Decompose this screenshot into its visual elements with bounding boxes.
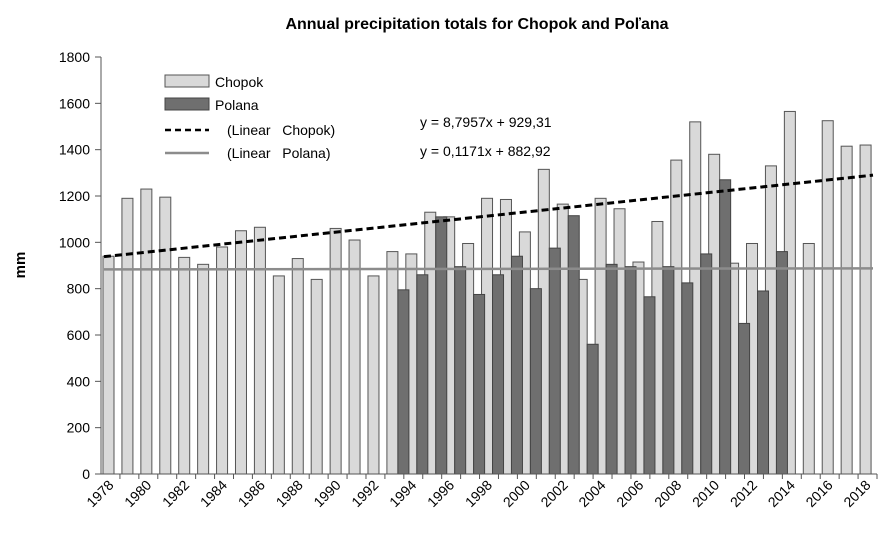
bar-polana-1994	[416, 274, 429, 475]
bar-chopok-1985	[234, 230, 247, 475]
bar-chopok-1991	[348, 239, 361, 475]
equation-polana: y = 0,1171x + 882,92	[420, 143, 551, 159]
bar-polana-2005	[624, 266, 637, 475]
legend-swatch-polana	[164, 97, 210, 111]
bar-chopok-2016	[821, 120, 834, 475]
bar-polana-2002	[567, 215, 580, 475]
bar-polana-2013	[775, 251, 788, 475]
x-tick-label: 2010	[689, 477, 722, 510]
bar-polana-2010	[719, 179, 732, 475]
bar-chopok-1982	[178, 256, 191, 475]
equation-chopok: y = 8,7957x + 929,31	[420, 114, 552, 130]
bar-polana-1998	[492, 274, 505, 475]
x-tick-label: 1984	[197, 477, 230, 510]
x-tick-label: 1994	[386, 477, 419, 510]
x-tick-label: 1992	[348, 477, 381, 510]
y-tick-label: 1200	[59, 188, 90, 204]
bar-polana-1996	[454, 266, 467, 475]
legend: Chopok Polana (Linear Chopok) (Linear Po…	[164, 74, 335, 161]
bar-chopok-2018	[859, 144, 872, 475]
x-tick-label: 2014	[765, 477, 798, 510]
y-tick-label: 600	[67, 327, 91, 343]
bar-chopok-1988	[291, 258, 304, 475]
x-tick-label: 2016	[802, 477, 835, 510]
bar-polana-1999	[510, 255, 523, 475]
legend-swatch-chopok	[164, 74, 210, 88]
bar-chopok-1986	[253, 226, 266, 475]
y-tick-label: 1400	[59, 142, 90, 158]
bar-chopok-2015	[802, 242, 815, 475]
legend-label-chopok: Chopok	[215, 74, 264, 90]
bar-polana-2011	[738, 322, 751, 475]
x-tick-label: 2002	[537, 477, 570, 510]
bar-chopok-1984	[216, 246, 229, 475]
x-tick-label: 2000	[500, 477, 533, 510]
x-tick-label: 2004	[575, 477, 608, 510]
x-tick-label: 1986	[235, 477, 268, 510]
bar-polana-2003	[586, 343, 599, 475]
legend-label-polana-trend: (Linear Polana)	[227, 145, 331, 161]
bar-polana-2006	[643, 296, 656, 475]
bar-chopok-1983	[197, 263, 210, 475]
x-tick-label: 1988	[273, 477, 306, 510]
y-tick-label: 1800	[59, 49, 90, 65]
x-tick-label: 2008	[651, 477, 684, 510]
y-tick-label: 0	[82, 466, 90, 482]
y-axis-label: mm	[12, 252, 29, 279]
y-tick-label: 400	[67, 373, 91, 389]
trendline-chopok	[103, 173, 874, 259]
bar-chopok-1992	[367, 275, 380, 475]
bar-chopok-1981	[159, 196, 172, 475]
bar-polana-2000	[529, 288, 542, 475]
chart-title: Annual precipitation totals for Chopok a…	[285, 16, 668, 33]
bar-chopok-2017	[840, 145, 853, 475]
legend-label-chopok-trend: (Linear Chopok)	[227, 122, 335, 138]
y-tick-label: 200	[67, 420, 91, 436]
bar-chopok-1993	[386, 251, 399, 475]
x-tick-label: 1980	[121, 477, 154, 510]
bar-polana-2008	[681, 282, 694, 475]
x-tick-label: 1990	[310, 477, 343, 510]
y-tick-label: 1000	[59, 234, 90, 250]
bar-polana-2001	[548, 247, 561, 475]
bar-polana-1995	[435, 216, 448, 475]
bar-chopok-1979	[121, 197, 134, 475]
bar-chopok-1987	[272, 275, 285, 475]
bar-polana-2004	[605, 263, 618, 475]
x-tick-label: 2006	[613, 477, 646, 510]
bar-chopok-1980	[140, 188, 153, 475]
bar-polana-2009	[700, 253, 713, 475]
x-tick-label: 2018	[840, 477, 873, 510]
bar-chopok-1978	[102, 255, 115, 475]
y-tick-label: 800	[67, 281, 91, 297]
bar-chopok-1989	[310, 278, 323, 475]
legend-label-polana: Polana	[215, 97, 259, 113]
bar-polana-2012	[757, 290, 770, 475]
trendline-polana	[103, 267, 874, 271]
x-tick-label: 2012	[727, 477, 760, 510]
bar-chopok-1990	[329, 227, 342, 475]
bar-polana-2007	[662, 266, 675, 475]
x-tick-label: 1982	[159, 477, 192, 510]
x-tick-label: 1996	[424, 477, 457, 510]
y-tick-label: 1600	[59, 95, 90, 111]
x-tick-label: 1998	[462, 477, 495, 510]
bar-polana-1997	[473, 293, 486, 475]
bar-polana-1993	[397, 289, 410, 475]
